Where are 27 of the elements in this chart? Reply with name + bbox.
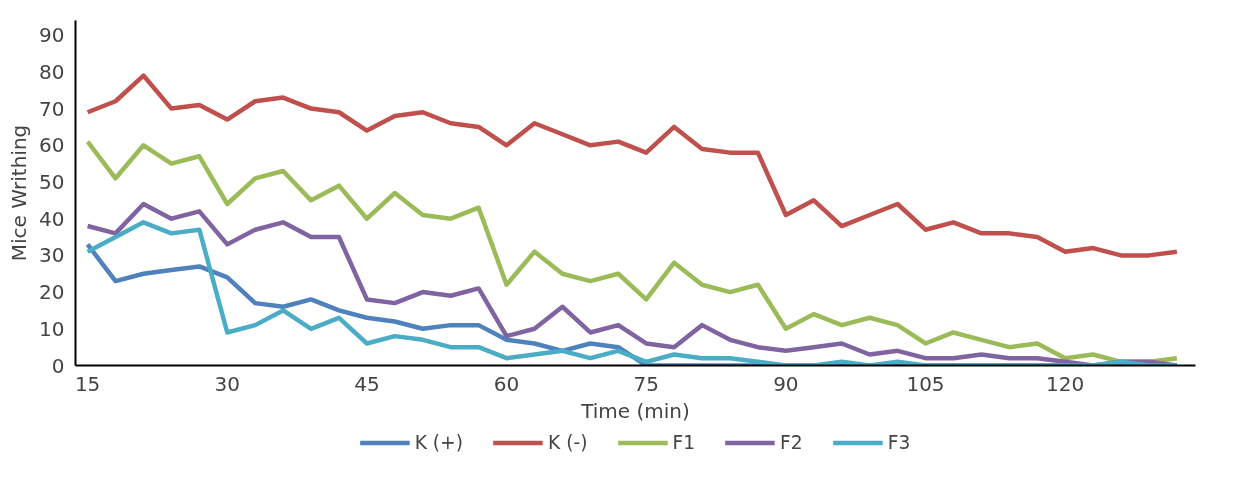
y-tick-label: 50: [39, 169, 65, 194]
line-series: [85, 139, 1180, 365]
x-tick-label: 90: [773, 371, 799, 396]
y-tick-label: 20: [39, 280, 65, 305]
y-axis-title: Mice Writhing: [7, 124, 32, 262]
x-tick-label: 105: [906, 371, 945, 396]
x-tick-label: 60: [493, 371, 520, 396]
y-tick-label: 40: [39, 206, 65, 231]
y-tick-label: 30: [39, 243, 65, 268]
y-tick-label: 90: [39, 23, 65, 48]
y-tick-label: 10: [39, 316, 65, 341]
y-tick-label: 70: [39, 96, 65, 121]
legend-label: K (+): [414, 431, 464, 453]
x-tick-label: 15: [74, 371, 101, 396]
x-axis-title: Time (min): [580, 398, 690, 423]
legend-label: F3: [887, 431, 911, 453]
y-tick-label: 80: [39, 59, 65, 84]
legend-label: K (-): [548, 431, 588, 453]
x-tick-label: 45: [354, 371, 380, 396]
x-tick-label: 75: [633, 371, 659, 396]
legend-label: F1: [672, 431, 696, 453]
y-tick-label: 0: [51, 353, 65, 378]
y-tick-label: 60: [39, 133, 65, 158]
x-tick-label: 120: [1046, 371, 1085, 396]
x-tick-label: 30: [214, 371, 240, 396]
legend-label: F2: [780, 431, 803, 453]
line-series: [85, 73, 1180, 258]
